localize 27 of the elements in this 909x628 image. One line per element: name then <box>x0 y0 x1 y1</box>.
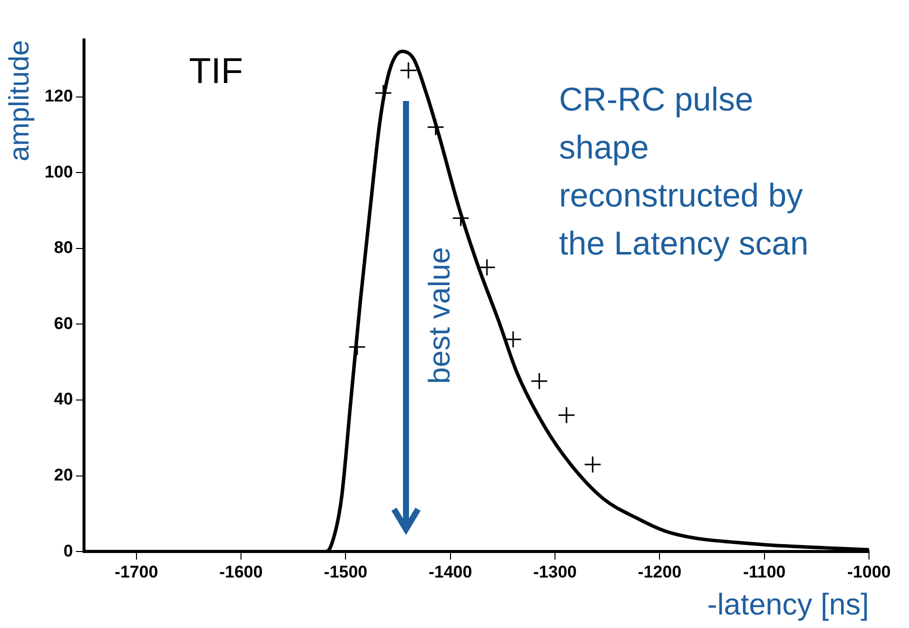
point <box>558 406 576 424</box>
y-tick-label: 120 <box>44 86 73 106</box>
y-tick-label: 0 <box>63 541 73 560</box>
y-tick-label: 40 <box>54 390 73 409</box>
x-tick-label: -1400 <box>428 562 472 582</box>
annotation: CR-RC pulse shape reconstructed by the Latency scan <box>558 80 808 262</box>
x-tick-label: -1300 <box>533 562 577 582</box>
point <box>584 456 602 474</box>
x-tick-label: -1100 <box>743 562 786 582</box>
point <box>478 258 496 276</box>
ref-line-label: best value <box>424 247 457 384</box>
point <box>530 372 548 390</box>
x-axis-title: -latency [ns] <box>707 588 869 622</box>
y-tick-label: 20 <box>54 465 73 484</box>
point <box>426 118 444 136</box>
y-axis-title: amplitude <box>4 40 35 162</box>
annotation: TIF <box>188 50 243 91</box>
point <box>400 62 418 80</box>
point <box>452 209 470 227</box>
x-tick-label: -1600 <box>219 562 263 582</box>
y-tick-label: 80 <box>54 238 73 258</box>
x-tick-label: -1500 <box>324 562 368 582</box>
y-tick-label: 60 <box>54 314 73 333</box>
x-tick-label: -1200 <box>638 562 682 582</box>
x-tick-label: -1000 <box>847 562 891 582</box>
x-tick-label: -1700 <box>114 562 158 582</box>
y-tick-label: 100 <box>44 162 73 182</box>
